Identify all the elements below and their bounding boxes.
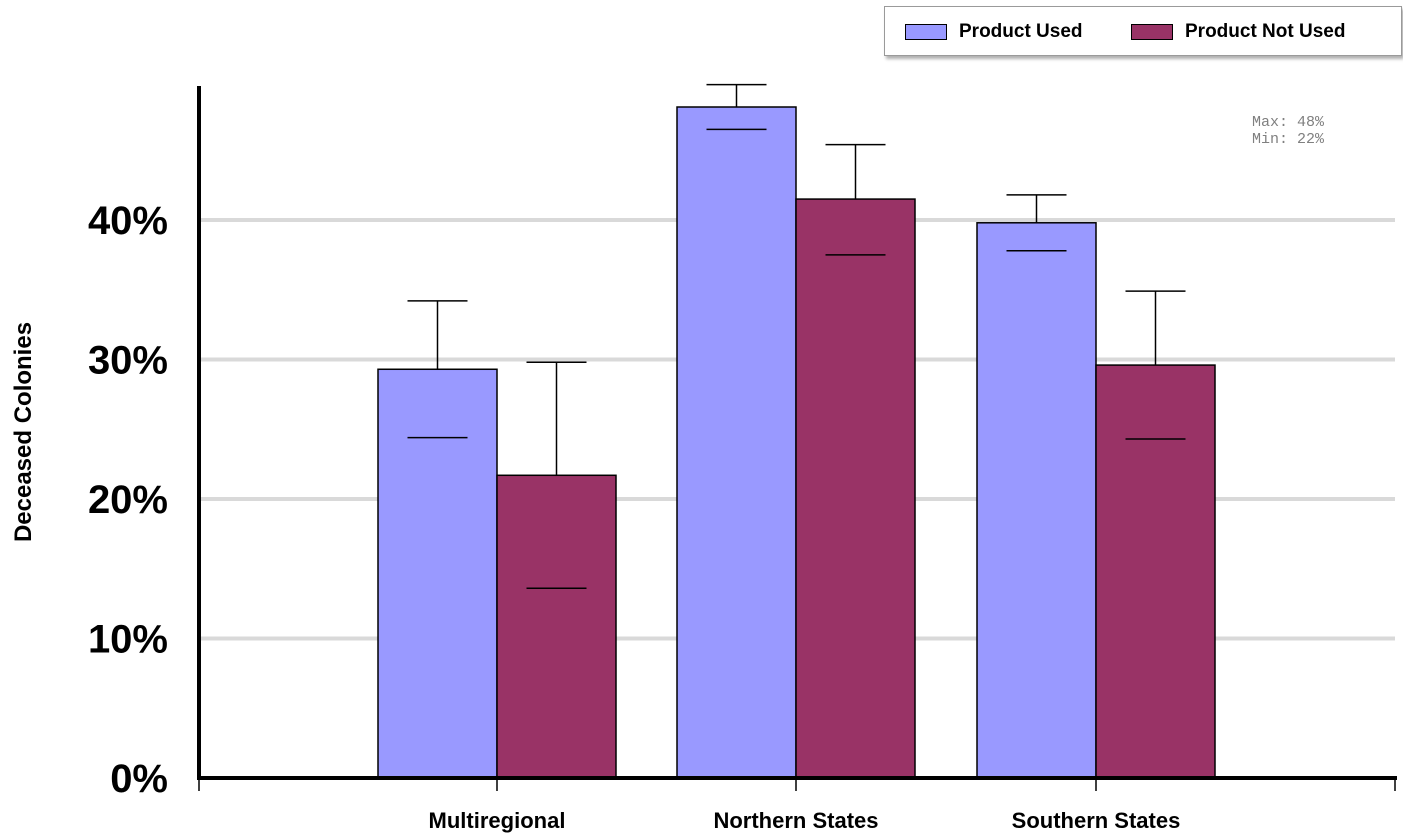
x-tick-label: Multiregional — [429, 808, 566, 833]
bar — [976, 222, 1097, 779]
y-tick-label: 20% — [88, 478, 168, 522]
axes — [197, 86, 1397, 791]
x-tick-label: Northern States — [713, 808, 878, 833]
y-tick-label: 10% — [88, 618, 168, 662]
legend-item-product-not-used: Product Not Used — [1131, 21, 1346, 42]
x-tick-labels: Multiregional Northern States Southern Sta… — [429, 808, 1181, 833]
bar — [676, 106, 797, 779]
legend-item-product-used: Product Used — [905, 21, 1083, 42]
legend-swatch-product-not-used — [1131, 24, 1173, 40]
y-tick-label: 40% — [88, 199, 168, 243]
y-tick-label: 30% — [88, 339, 168, 383]
legend-label-product-used: Product Used — [959, 21, 1083, 42]
bar — [795, 198, 916, 779]
max-annotation: Max: 48% — [1252, 114, 1325, 131]
legend-label-product-not-used: Product Not Used — [1185, 21, 1346, 42]
bar — [377, 368, 498, 779]
bar — [1095, 364, 1216, 779]
y-axis-label: Deceased Colonies — [10, 321, 37, 543]
y-tick-label: 0% — [110, 757, 168, 801]
legend: Product Used Product Not Used — [884, 6, 1402, 56]
bars — [377, 106, 1216, 779]
min-max-annotation: Max: 48% Min: 22% — [1252, 114, 1324, 148]
error-bars — [407, 83, 1186, 590]
y-tick-labels: 0% 10% 20% 30% 40% — [88, 199, 168, 801]
x-tick-label: Southern States — [1012, 808, 1181, 833]
bar — [496, 474, 617, 779]
legend-swatch-product-used — [905, 24, 947, 40]
min-annotation: Min: 22% — [1252, 131, 1325, 148]
